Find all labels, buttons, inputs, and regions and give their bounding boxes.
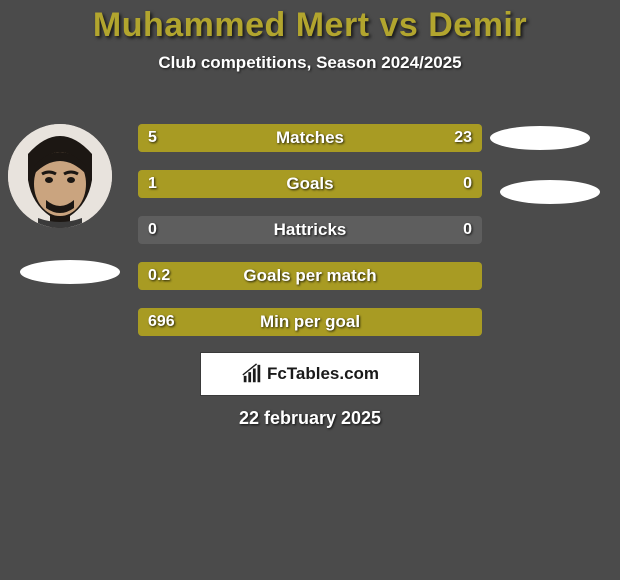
avatar-shadow-left (20, 260, 120, 284)
bar-row: 00Hattricks (138, 216, 482, 244)
logo-text: FcTables.com (267, 364, 379, 384)
bar-row: 0.2Goals per match (138, 262, 482, 290)
avatar (8, 124, 112, 228)
bar-label: Goals (138, 170, 482, 198)
comparison-bars: 523Matches 10Goals 00Hattricks 0.2Goals per… (138, 124, 482, 354)
bar-row: 10Goals (138, 170, 482, 198)
avatar-shadow-right-1 (490, 126, 590, 150)
bar-label: Min per goal (138, 308, 482, 336)
player-face-icon (8, 124, 112, 228)
bar-label: Goals per match (138, 262, 482, 290)
infographic-container: Muhammed Mert vs Demir Club competitions… (0, 0, 620, 580)
date-label: 22 february 2025 (0, 408, 620, 429)
page-subtitle: Club competitions, Season 2024/2025 (0, 53, 620, 73)
chart-icon (241, 363, 263, 385)
avatar-shadow-right-2 (500, 180, 600, 204)
bar-row: 523Matches (138, 124, 482, 152)
bar-label: Hattricks (138, 216, 482, 244)
bar-row: 696Min per goal (138, 308, 482, 336)
bar-label: Matches (138, 124, 482, 152)
logo-box[interactable]: FcTables.com (200, 352, 420, 396)
page-title: Muhammed Mert vs Demir (0, 0, 620, 45)
